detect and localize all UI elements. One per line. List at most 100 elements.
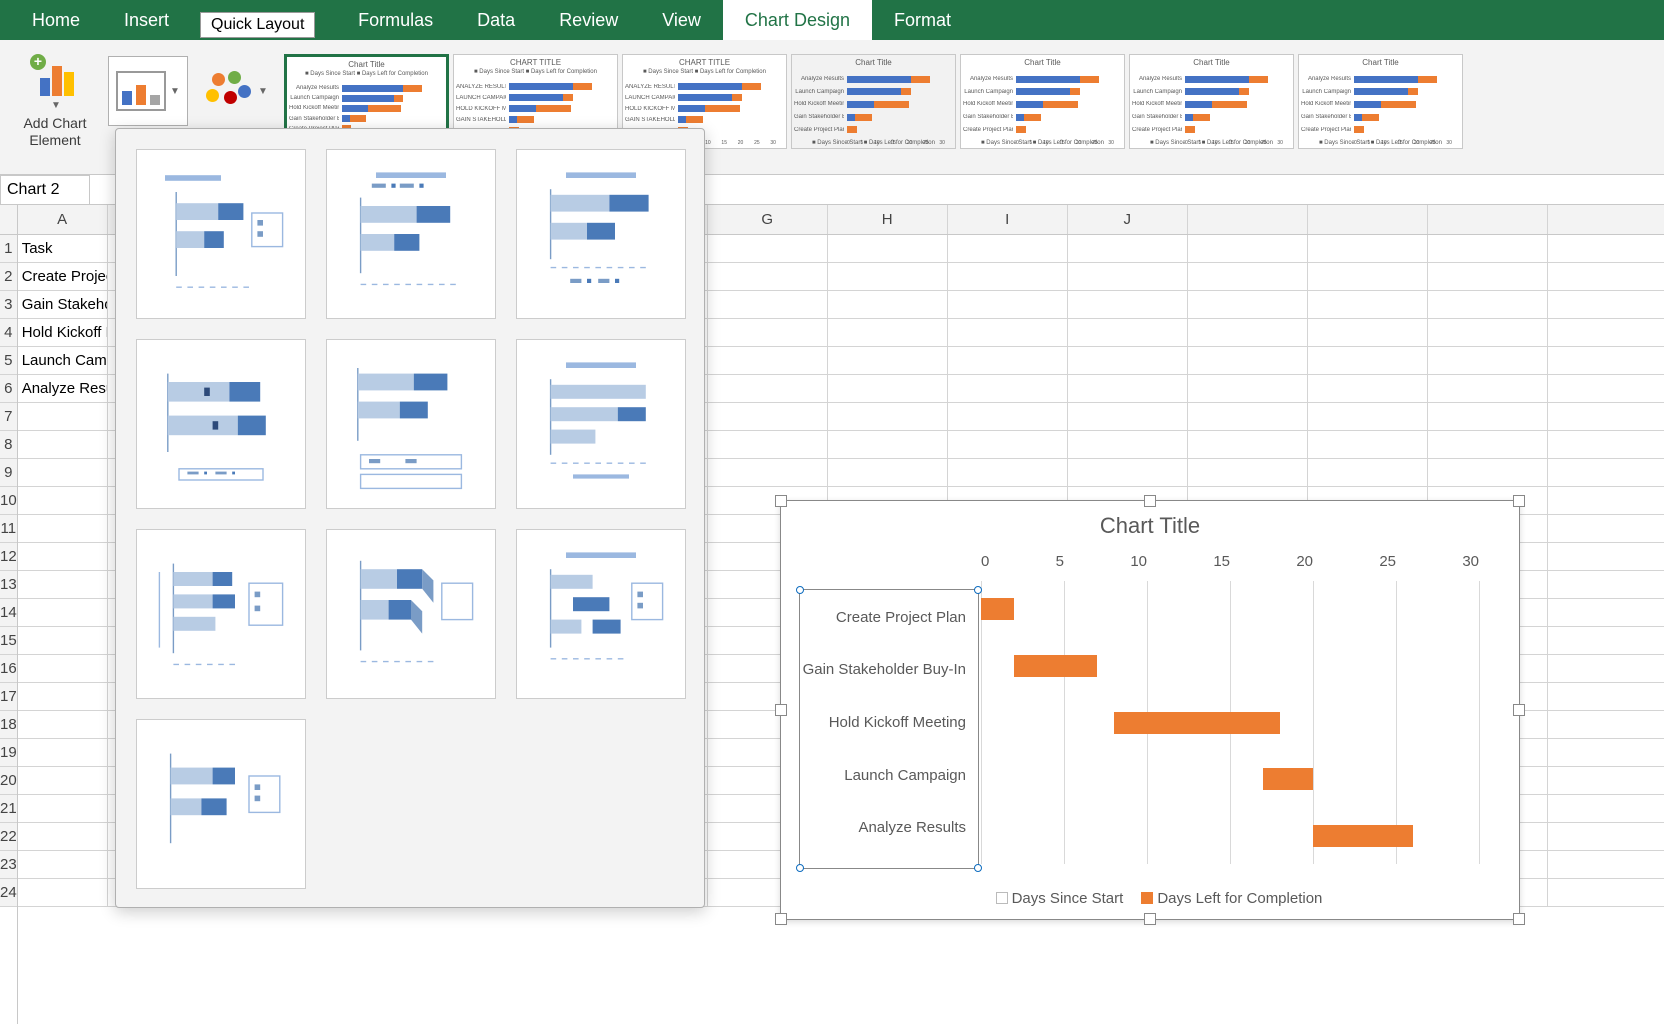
cell-A9[interactable] xyxy=(18,459,108,486)
row-header-19[interactable]: 19 xyxy=(0,739,17,767)
bar-3[interactable] xyxy=(1263,768,1313,790)
tab-review[interactable]: Review xyxy=(537,0,640,40)
cell-G5[interactable] xyxy=(708,347,828,374)
bar-0[interactable] xyxy=(981,598,1014,620)
add-chart-element-button[interactable]: + ▼ Add Chart Element xyxy=(10,48,100,163)
chart-legend[interactable]: Days Since StartDays Left for Completion xyxy=(781,890,1519,907)
cell-H1[interactable] xyxy=(828,235,948,262)
cell-A13[interactable] xyxy=(18,571,108,598)
cell-H6[interactable] xyxy=(828,375,948,402)
cell-A14[interactable] xyxy=(18,599,108,626)
name-box[interactable]: Chart 2 xyxy=(0,175,90,205)
bar-2[interactable] xyxy=(1114,712,1280,734)
cell-A19[interactable] xyxy=(18,739,108,766)
cell-H5[interactable] xyxy=(828,347,948,374)
tab-home[interactable]: Home xyxy=(10,0,102,40)
cell-J6[interactable] xyxy=(1068,375,1188,402)
row-header-14[interactable]: 14 xyxy=(0,599,17,627)
cell-A2[interactable]: Create Project Plan xyxy=(18,263,108,290)
chart-style-6[interactable]: Chart TitleAnalyze ResultsLaunch Campaig… xyxy=(1129,54,1294,149)
quick-layout-option-5[interactable] xyxy=(326,339,496,509)
quick-layout-option-10[interactable] xyxy=(136,719,306,889)
cell-I8[interactable] xyxy=(948,431,1068,458)
bar-1[interactable] xyxy=(1014,655,1097,677)
cell-I1[interactable] xyxy=(948,235,1068,262)
tab-view[interactable]: View xyxy=(640,0,723,40)
change-colors-button[interactable]: ▼ xyxy=(196,56,276,126)
cell-J9[interactable] xyxy=(1068,459,1188,486)
quick-layout-option-9[interactable] xyxy=(516,529,686,699)
row-header-9[interactable]: 9 xyxy=(0,459,17,487)
row-header-20[interactable]: 20 xyxy=(0,767,17,795)
cell-I7[interactable] xyxy=(948,403,1068,430)
row-header-23[interactable]: 23 xyxy=(0,851,17,879)
tab-format[interactable]: Format xyxy=(872,0,973,40)
cell-G4[interactable] xyxy=(708,319,828,346)
row-header-21[interactable]: 21 xyxy=(0,795,17,823)
cell-G2[interactable] xyxy=(708,263,828,290)
cell-A3[interactable]: Gain Stakeholder Buy-In xyxy=(18,291,108,318)
cell-A23[interactable] xyxy=(18,851,108,878)
col-header-A[interactable]: A xyxy=(18,205,108,234)
cell-G6[interactable] xyxy=(708,375,828,402)
embedded-chart[interactable]: Chart Title 051015202530 Create Project … xyxy=(780,500,1520,920)
col-header-J[interactable]: J xyxy=(1068,205,1188,234)
cell-J7[interactable] xyxy=(1068,403,1188,430)
chart-style-5[interactable]: Chart TitleAnalyze ResultsLaunch Campaig… xyxy=(960,54,1125,149)
chart-style-7[interactable]: Chart TitleAnalyze ResultsLaunch Campaig… xyxy=(1298,54,1463,149)
cell-J4[interactable] xyxy=(1068,319,1188,346)
cell-I4[interactable] xyxy=(948,319,1068,346)
chart-style-4[interactable]: Chart TitleAnalyze ResultsLaunch Campaig… xyxy=(791,54,956,149)
cell-A12[interactable] xyxy=(18,543,108,570)
row-header-17[interactable]: 17 xyxy=(0,683,17,711)
cell-J5[interactable] xyxy=(1068,347,1188,374)
row-header-24[interactable]: 24 xyxy=(0,879,17,907)
y-axis-selection-box[interactable] xyxy=(799,589,979,869)
cell-A18[interactable] xyxy=(18,711,108,738)
cell-J8[interactable] xyxy=(1068,431,1188,458)
cell-G7[interactable] xyxy=(708,403,828,430)
chart-x-axis[interactable]: 051015202530 xyxy=(981,553,1479,577)
cell-H7[interactable] xyxy=(828,403,948,430)
row-header-3[interactable]: 3 xyxy=(0,291,17,319)
cell-I2[interactable] xyxy=(948,263,1068,290)
quick-layout-option-8[interactable] xyxy=(326,529,496,699)
quick-layout-option-4[interactable] xyxy=(136,339,306,509)
cell-A22[interactable] xyxy=(18,823,108,850)
cell-I5[interactable] xyxy=(948,347,1068,374)
cell-A7[interactable] xyxy=(18,403,108,430)
row-header-7[interactable]: 7 xyxy=(0,403,17,431)
row-header-8[interactable]: 8 xyxy=(0,431,17,459)
col-header-G[interactable]: G xyxy=(708,205,828,234)
chart-title[interactable]: Chart Title xyxy=(781,501,1519,547)
cell-G9[interactable] xyxy=(708,459,828,486)
row-header-22[interactable]: 22 xyxy=(0,823,17,851)
quick-layout-option-6[interactable] xyxy=(516,339,686,509)
cell-H9[interactable] xyxy=(828,459,948,486)
tab-data[interactable]: Data xyxy=(455,0,537,40)
cell-A24[interactable] xyxy=(18,879,108,906)
cell-A5[interactable]: Launch Campaign xyxy=(18,347,108,374)
cell-A6[interactable]: Analyze Results xyxy=(18,375,108,402)
row-header-16[interactable]: 16 xyxy=(0,655,17,683)
cell-A17[interactable] xyxy=(18,683,108,710)
cell-I9[interactable] xyxy=(948,459,1068,486)
chart-plot-area[interactable]: 051015202530 Create Project PlanGain Sta… xyxy=(801,553,1499,864)
cell-A16[interactable] xyxy=(18,655,108,682)
row-header-6[interactable]: 6 xyxy=(0,375,17,403)
cell-H3[interactable] xyxy=(828,291,948,318)
quick-layout-option-2[interactable] xyxy=(326,149,496,319)
cell-H2[interactable] xyxy=(828,263,948,290)
quick-layout-button[interactable]: ▼ xyxy=(108,56,188,126)
row-header-13[interactable]: 13 xyxy=(0,571,17,599)
cell-G3[interactable] xyxy=(708,291,828,318)
row-header-4[interactable]: 4 xyxy=(0,319,17,347)
row-header-11[interactable]: 11 xyxy=(0,515,17,543)
bar-4[interactable] xyxy=(1313,825,1413,847)
row-header-2[interactable]: 2 xyxy=(0,263,17,291)
tab-insert[interactable]: Insert xyxy=(102,0,191,40)
col-header-I[interactable]: I xyxy=(948,205,1068,234)
quick-layout-option-1[interactable] xyxy=(136,149,306,319)
row-header-12[interactable]: 12 xyxy=(0,543,17,571)
cell-A8[interactable] xyxy=(18,431,108,458)
